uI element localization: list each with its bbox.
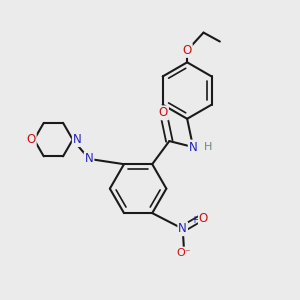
Text: O: O [159,106,168,119]
Text: O⁻: O⁻ [177,248,191,257]
Text: O: O [182,44,192,57]
Text: N: N [73,133,82,146]
Text: N: N [178,222,187,235]
Text: O: O [199,212,208,225]
Text: N: N [189,140,197,154]
Text: N: N [85,152,93,165]
Text: O: O [26,133,36,146]
Text: H: H [204,142,212,152]
Text: +: + [190,215,198,225]
